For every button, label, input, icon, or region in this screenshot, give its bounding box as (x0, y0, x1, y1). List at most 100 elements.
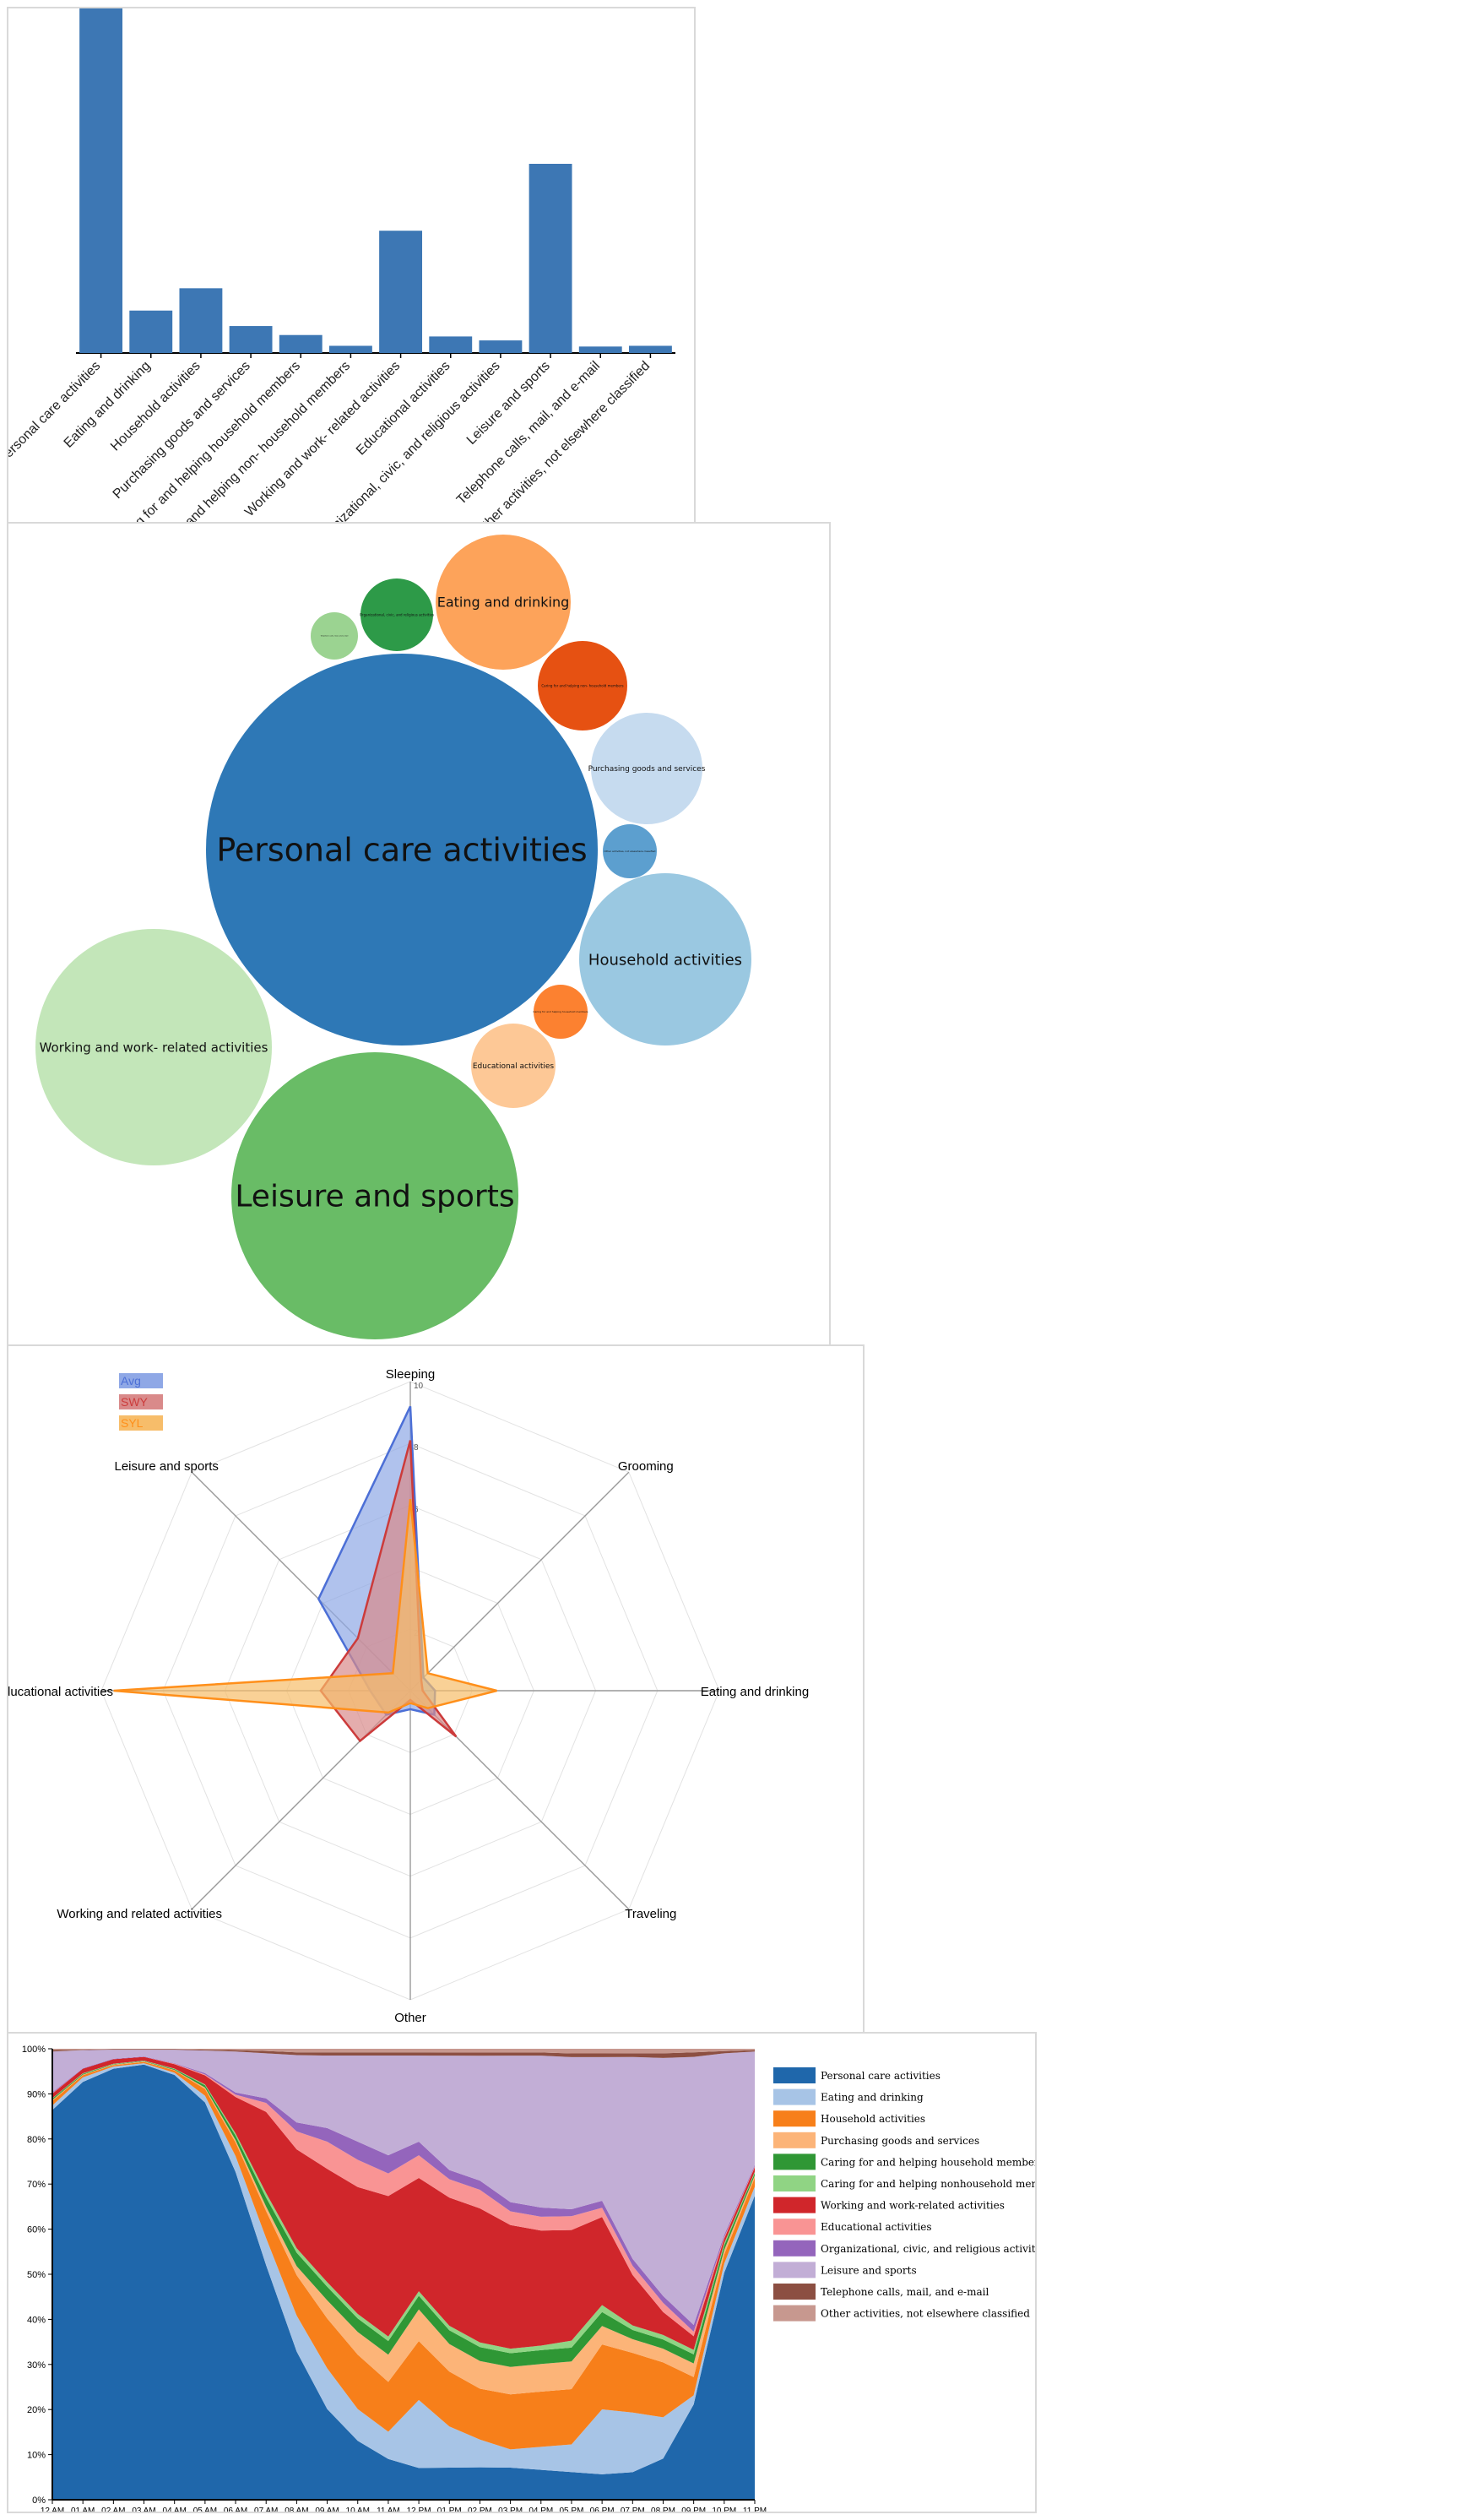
bubble-label: Caring for and helping household members (533, 1010, 588, 1013)
bubble-label: Organizational, civic, and religious act… (360, 612, 434, 616)
bubble-label: Personal care activities (216, 831, 587, 868)
legend-swatch (773, 2132, 816, 2148)
radar-axis-label: Leisure and sports (114, 1459, 218, 1474)
legend-swatch (773, 2305, 816, 2322)
x-tick-label: 02 PM (468, 2506, 492, 2512)
bubble-circle (311, 612, 358, 660)
area-series (52, 2064, 755, 2500)
x-tick-label: Educational activities (354, 359, 453, 459)
legend-label: Other activities, not elsewhere classifi… (821, 2308, 1030, 2320)
bar-chart-panel: Personal care activities Eating and drink… (7, 7, 696, 524)
area-chart: 0% 10% 20% 30% 40% 50% 60% 70% 80% 90% 100% 12 AM 01… (22, 2045, 1035, 2512)
bubble-circle (538, 641, 627, 730)
bar (529, 163, 572, 353)
bubble: Caring for and helping non- household me… (538, 641, 627, 730)
x-tick-label: Leisure and sports (464, 359, 553, 448)
bubble-label: Leisure and sports (235, 1180, 514, 1214)
area-series (52, 2061, 755, 2450)
radar-spoke (409, 1471, 630, 1692)
y-tick-label: 100% (22, 2045, 46, 2055)
legend-swatch (773, 2067, 816, 2083)
x-tick-label: Eating and drinking (62, 359, 154, 451)
x-tick-label: 08 PM (651, 2506, 675, 2512)
radar-axis-label: Educational activities (8, 1685, 113, 1699)
bubble-label: Working and work- related activities (40, 1040, 268, 1055)
y-tick-label: 0% (32, 2496, 46, 2506)
radar-legend-swatch (119, 1394, 163, 1409)
radar-axis-label: Traveling (625, 1907, 676, 1921)
x-tick-label: 10 AM (346, 2506, 370, 2512)
y-tick-label: 80% (27, 2135, 46, 2145)
x-tick-label: 12 PM (407, 2506, 431, 2512)
legend-label: Household activities (821, 2113, 925, 2125)
bubble-label: Caring for and helping non- household me… (541, 683, 623, 687)
legend-label: Caring for and helping household members (821, 2156, 1035, 2168)
area-series (52, 2056, 755, 2350)
bubble: Caring for and helping household members (533, 985, 588, 1039)
x-tick-label: 09 AM (315, 2506, 339, 2512)
bubble-label: Purchasing goods and services (588, 765, 706, 774)
x-tick-label: 04 PM (529, 2506, 553, 2512)
legend-swatch (773, 2197, 816, 2213)
legend-swatch (773, 2284, 816, 2300)
bubble-circle (35, 929, 272, 1165)
area-series (52, 2049, 755, 2058)
bar (79, 8, 123, 353)
bubble-label: Household activities (588, 951, 742, 969)
bar (179, 288, 223, 353)
y-tick-label: 70% (27, 2180, 46, 2190)
bubble: Eating and drinking (436, 535, 571, 670)
bubble-label: Other activities, not elsewhere classifi… (604, 850, 656, 853)
y-tick-label: 10% (27, 2451, 46, 2461)
legend-label: Organizational, civic, and religious act… (821, 2243, 1035, 2255)
bubble: Organizational, civic, and religious act… (360, 578, 434, 651)
bubble: Telephone calls, mail, and e-mail (311, 612, 358, 660)
bar (279, 334, 323, 353)
x-tick-label: 11 PM (743, 2506, 767, 2512)
bar (628, 345, 672, 353)
x-tick-label: 07 PM (621, 2506, 645, 2512)
legend-swatch (773, 2088, 816, 2105)
bubble-circle (603, 824, 657, 878)
radar-legend-label: Avg (121, 1374, 141, 1388)
x-tick-label: 05 AM (193, 2506, 217, 2512)
bar (429, 336, 473, 353)
y-tick-label: 30% (27, 2360, 46, 2371)
bubble-label: Eating and drinking (437, 595, 570, 611)
area-series (52, 2049, 755, 2054)
x-tick-label: 06 AM (224, 2506, 247, 2512)
y-tick-label: 90% (27, 2089, 46, 2099)
legend-swatch (773, 2219, 816, 2235)
legend-swatch (773, 2153, 816, 2170)
radar-series-area (113, 1498, 497, 1714)
x-tick-label: Household activities (108, 359, 203, 454)
bubble: Working and work- related activities (35, 929, 272, 1165)
area-series (52, 2061, 755, 2395)
bubble: Purchasing goods and services (588, 713, 706, 824)
radar-axis-label: Working and related activities (57, 1907, 222, 1921)
legend-label: Educational activities (821, 2221, 932, 2233)
radar-legend-label: SWY (121, 1395, 149, 1409)
x-tick-label: 03 AM (132, 2506, 155, 2512)
bubble-circle (231, 1052, 518, 1339)
radar-ring-tick: 10 (414, 1382, 424, 1391)
bubble: Personal care activities (206, 654, 598, 1045)
bubble: Leisure and sports (231, 1052, 518, 1339)
bar (328, 345, 372, 353)
bubble-label: Educational activities (473, 1062, 555, 1071)
bubble-circle (591, 713, 702, 824)
x-tick-label: 12 AM (41, 2506, 64, 2512)
legend-label: Purchasing goods and services (821, 2135, 979, 2147)
bar (229, 326, 273, 353)
legend-label: Leisure and sports (821, 2264, 917, 2276)
legend-label: Personal care activities (821, 2070, 940, 2082)
bar (479, 340, 523, 353)
radar-chart: 108642SleepingGroomingEating and drinkin… (8, 1367, 809, 2025)
bubble-circle (534, 985, 588, 1039)
radar-axis-label: Other (394, 2011, 426, 2025)
bubble: Household activities (579, 873, 751, 1045)
bubble-circle (206, 654, 598, 1045)
x-tick-label: 11 AM (377, 2506, 400, 2512)
y-tick-label: 60% (27, 2225, 46, 2235)
bubble-chart-panel: Personal care activities Leisure and spor… (7, 522, 831, 1346)
